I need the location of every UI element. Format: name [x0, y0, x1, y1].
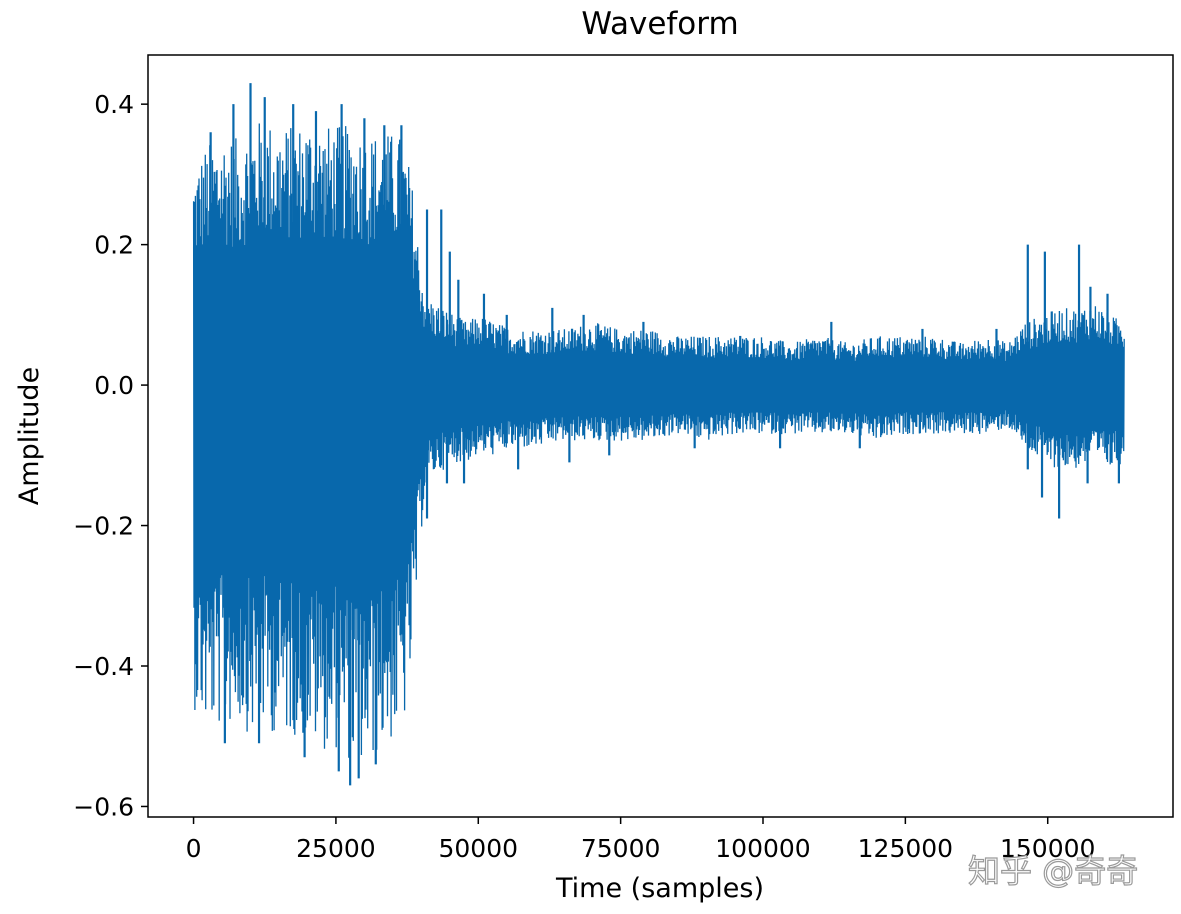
waveform-line [192, 123, 1125, 758]
x-tick-label: 125000 [858, 834, 953, 863]
chart-title: Waveform [581, 6, 738, 42]
x-tick-label: 0 [186, 834, 202, 863]
x-tick-label: 150000 [1000, 834, 1095, 863]
y-axis-label: Amplitude [14, 367, 45, 505]
x-tick-label: 100000 [715, 834, 810, 863]
x-tick-label: 75000 [581, 834, 661, 863]
axes-frame [147, 54, 1174, 818]
watermark: 知乎 @奇奇 [968, 852, 1138, 890]
y-tick-label: −0.2 [73, 512, 134, 541]
plot-area [147, 54, 1174, 818]
x-tick-label: 50000 [439, 834, 519, 863]
y-tick-label: −0.6 [73, 792, 134, 821]
y-tick-label: −0.4 [73, 652, 134, 681]
y-tick-label: 0.4 [94, 90, 134, 119]
x-axis: 0 25000 50000 75000 100000 125000 150000 [186, 817, 1095, 863]
series-layer [192, 83, 1125, 786]
y-tick-label: 0.0 [94, 371, 134, 400]
x-tick-label: 25000 [296, 834, 376, 863]
y-tick-label: 0.2 [94, 231, 134, 260]
x-axis-label: Time (samples) [555, 873, 764, 904]
y-axis: −0.6 −0.4 −0.2 0.0 0.2 0.4 [73, 90, 148, 821]
